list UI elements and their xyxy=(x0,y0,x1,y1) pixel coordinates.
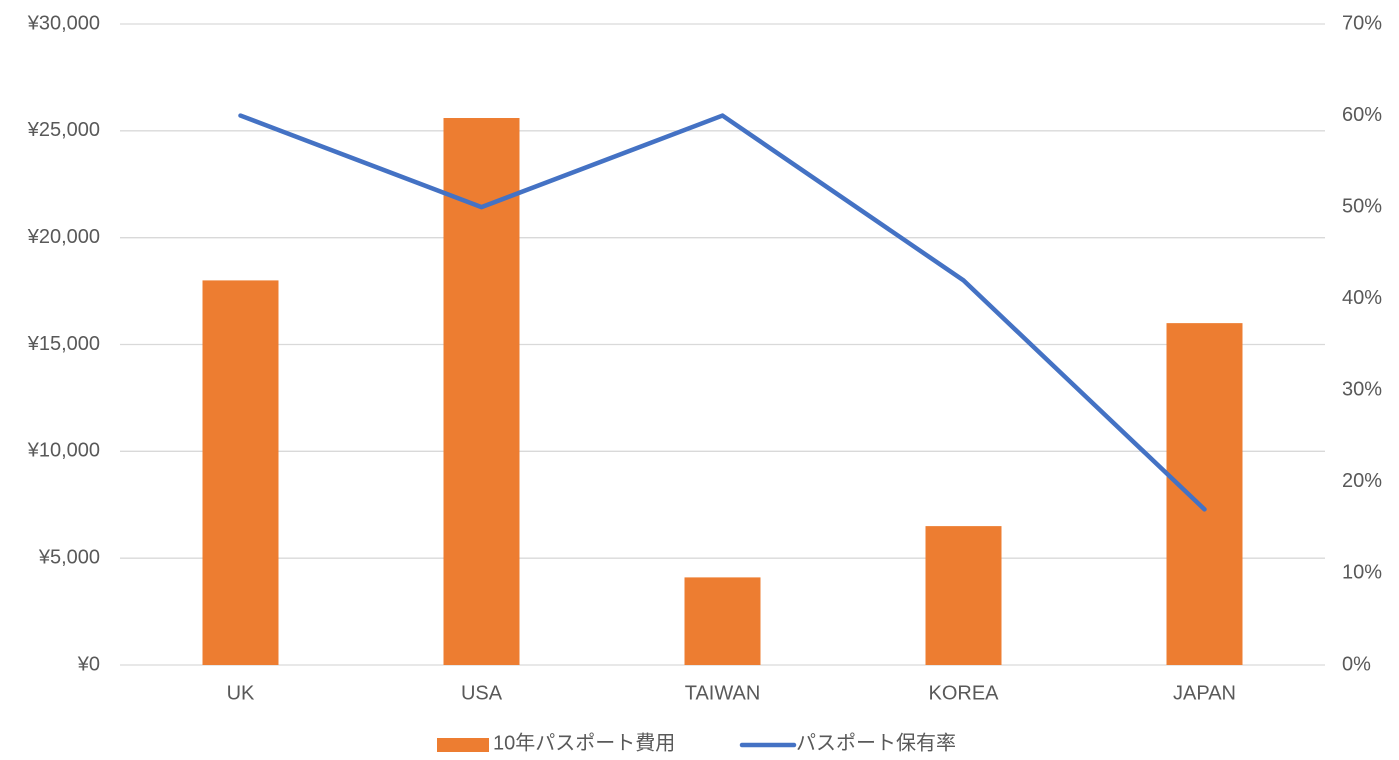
line xyxy=(238,113,1207,512)
y-tick-label: ¥15,000 xyxy=(27,333,100,355)
y2-tick-label: 0% xyxy=(1342,653,1371,675)
y2-tick-label: 60% xyxy=(1342,104,1382,126)
y2-tick-label: 50% xyxy=(1342,195,1382,217)
x-tick-label: UK xyxy=(227,682,255,704)
bar xyxy=(684,577,761,665)
y-tick-label: ¥10,000 xyxy=(27,440,100,462)
y-tick-label: ¥5,000 xyxy=(38,546,100,568)
y2-tick-label: 30% xyxy=(1342,379,1382,401)
x-tick-label: JAPAN xyxy=(1173,682,1236,704)
y2-tick-label: 20% xyxy=(1342,470,1382,492)
legend-label: 10年パスポート費用 xyxy=(493,731,675,754)
bar xyxy=(925,526,1002,665)
bar xyxy=(1166,323,1243,665)
bar xyxy=(202,280,279,665)
x-tick-label: KOREA xyxy=(928,682,999,704)
y-tick-label: ¥0 xyxy=(77,653,100,675)
x-tick-label: USA xyxy=(461,682,503,704)
y2-tick-label: 70% xyxy=(1342,12,1382,34)
y-tick-label: ¥20,000 xyxy=(27,226,100,248)
bar xyxy=(443,118,520,666)
legend-swatch xyxy=(437,738,489,752)
x-tick-label: TAIWAN xyxy=(685,682,761,704)
y2-tick-label: 40% xyxy=(1342,287,1382,309)
legend-label: パスポート保有率 xyxy=(796,731,956,754)
y2-tick-label: 10% xyxy=(1342,562,1382,584)
y-tick-label: ¥25,000 xyxy=(27,119,100,141)
y-tick-label: ¥30,000 xyxy=(27,12,100,34)
